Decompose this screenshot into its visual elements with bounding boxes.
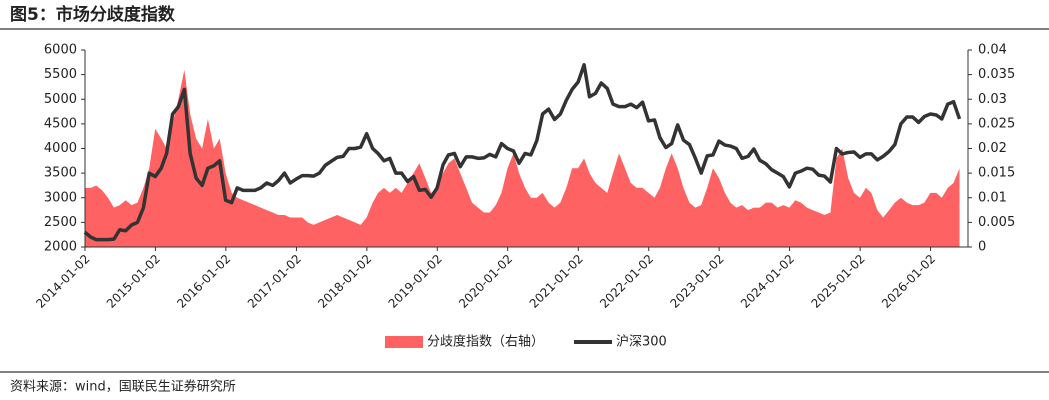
- y-tick-label: 2500: [44, 215, 77, 230]
- x-tick-label: 2020-01-02: [456, 252, 515, 311]
- y2-tick-label: 0.035: [978, 67, 1015, 82]
- source: 资料来源：wind，国联民生证券研究所: [10, 379, 236, 395]
- x-tick-label: 2022-01-02: [597, 252, 656, 311]
- x-tick-label: 2024-01-02: [738, 252, 797, 311]
- y2-tick-label: 0.02: [978, 141, 1007, 156]
- y2-tick-label: 0.025: [978, 116, 1015, 131]
- x-tick-label: 2015-01-02: [104, 252, 163, 311]
- legend-label: 分歧度指数（右轴）: [427, 334, 544, 350]
- x-tick-label: 2018-01-02: [315, 252, 374, 311]
- y-tick-label: 5000: [44, 92, 77, 107]
- area: [84, 69, 960, 247]
- x-tick-label: 2016-01-02: [174, 252, 233, 311]
- legend-label: 沪深300: [616, 334, 667, 350]
- x-tick-label: 2023-01-02: [668, 252, 727, 311]
- y-tick-label: 6000: [44, 43, 77, 58]
- y-tick-label: 3000: [44, 190, 77, 205]
- y2-tick-label: 0.01: [978, 190, 1007, 205]
- y-tick-label: 4000: [44, 141, 77, 156]
- y-tick-label: 2000: [44, 240, 77, 255]
- y2-tick-label: 0.04: [978, 43, 1007, 58]
- y-tick-label: 4500: [44, 116, 77, 131]
- y2-tick-label: 0.005: [978, 215, 1015, 230]
- line: [83, 63, 962, 242]
- y2-tick-label: 0.03: [978, 92, 1007, 107]
- x-tick-label: 2014-01-02: [33, 252, 92, 311]
- x-tick-label: 2026-01-02: [879, 252, 938, 311]
- x-tick-label: 2019-01-02: [386, 252, 445, 311]
- x-tick-label: 2021-01-02: [527, 252, 586, 311]
- chart-title: 图5：市场分歧度指数: [10, 4, 176, 25]
- y2-tick-label: 0: [978, 240, 986, 255]
- legend-swatch: [385, 336, 423, 348]
- x-tick-label: 2025-01-02: [809, 252, 868, 311]
- y-tick-label: 3500: [44, 166, 77, 181]
- y-tick-label: 5500: [44, 67, 77, 82]
- y2-tick-label: 0.015: [978, 166, 1015, 181]
- x-tick-label: 2017-01-02: [245, 252, 304, 311]
